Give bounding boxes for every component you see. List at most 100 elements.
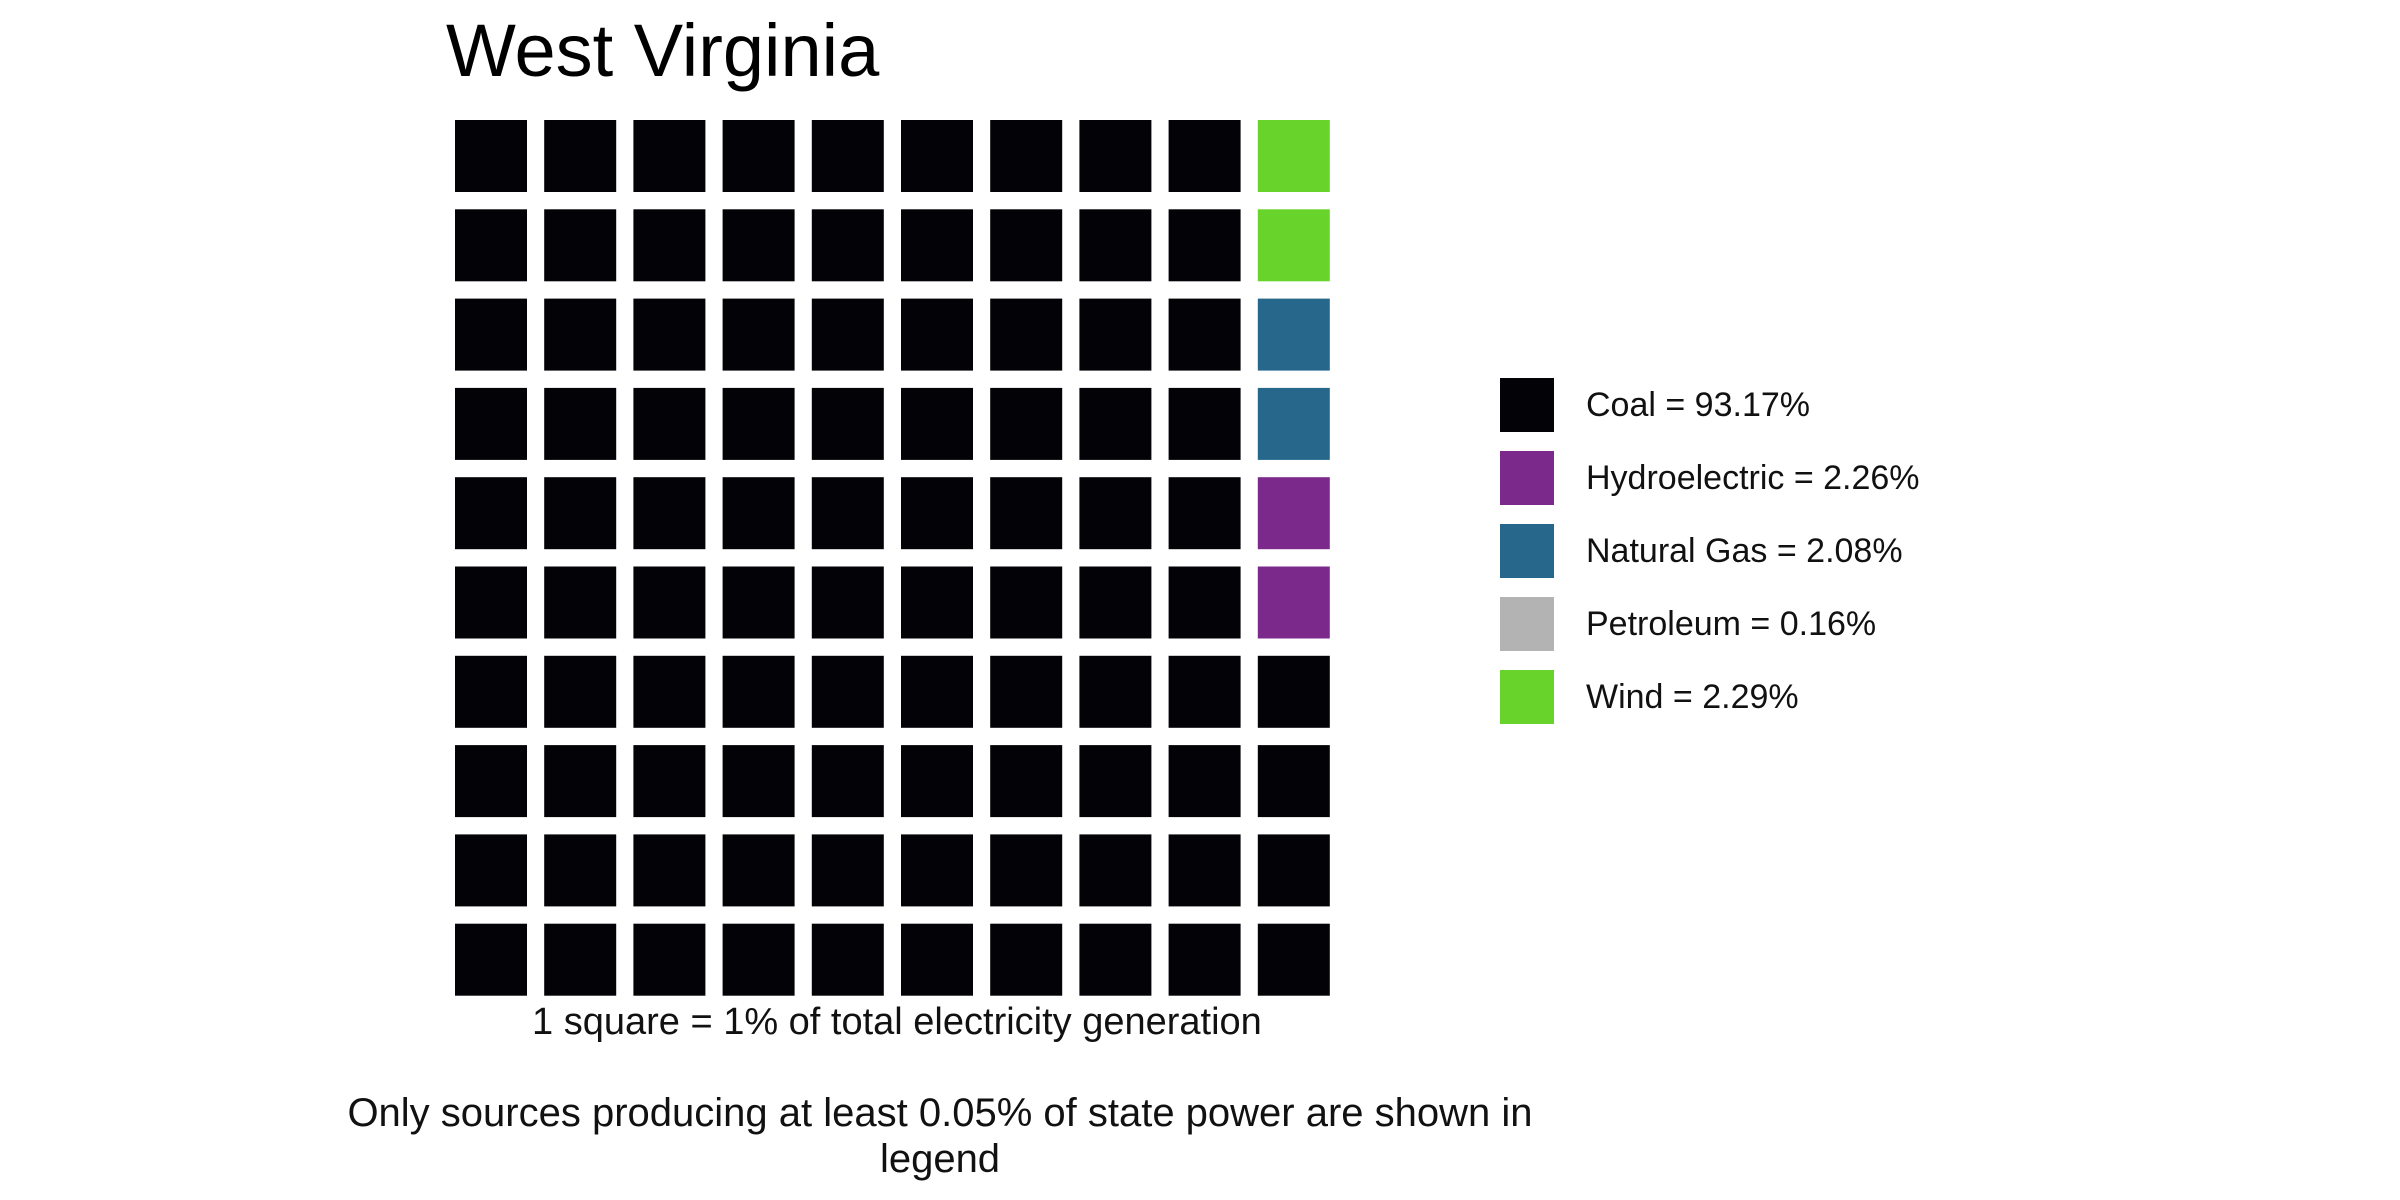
scale-note: 1 square = 1% of total electricity gener… (532, 1001, 1262, 1043)
waffle-square-wind-r2-c10 (1257, 209, 1330, 282)
waffle-square-coal-r7-c10 (1257, 655, 1330, 728)
legend-label-coal: Coal = 93.17% (1586, 385, 1810, 424)
waffle-square-coal-r7-c8 (1079, 655, 1152, 728)
waffle-square-coal-r4-c4 (722, 387, 795, 460)
waffle-square-coal-r6-c3 (633, 566, 706, 639)
waffle-square-coal-r8-c4 (722, 745, 795, 818)
legend: Coal = 93.17% Hydroelectric = 2.26% Natu… (1500, 378, 1920, 743)
waffle-square-coal-r4-c6 (901, 387, 973, 460)
waffle-square-coal-r8-c9 (1168, 745, 1241, 818)
waffle-square-hydroelectric-r5-c10 (1257, 477, 1330, 550)
waffle-square-coal-r9-c7 (990, 834, 1063, 907)
legend-item-hydroelectric: Hydroelectric = 2.26% (1500, 451, 1920, 505)
waffle-square-coal-r7-c4 (722, 655, 795, 728)
waffle-square-coal-r5-c2 (544, 477, 617, 550)
waffle-square-coal-r10-c2 (544, 923, 617, 996)
waffle-square-coal-r5-c1 (455, 477, 527, 550)
waffle-square-coal-r3-c9 (1168, 298, 1241, 371)
waffle-square-wind-r1-c10 (1257, 120, 1330, 192)
waffle-square-coal-r10-c6 (901, 923, 973, 996)
waffle-square-coal-r10-c10 (1257, 923, 1330, 996)
waffle-square-coal-r7-c1 (455, 655, 527, 728)
waffle-square-coal-r3-c3 (633, 298, 706, 371)
waffle-square-coal-r2-c6 (901, 209, 973, 282)
waffle-square-coal-r2-c5 (811, 209, 884, 282)
waffle-square-coal-r9-c2 (544, 834, 617, 907)
waffle-square-coal-r2-c8 (1079, 209, 1152, 282)
waffle-square-coal-r10-c5 (811, 923, 884, 996)
waffle-square-coal-r10-c1 (455, 923, 527, 996)
waffle-square-coal-r9-c8 (1079, 834, 1152, 907)
waffle-square-coal-r3-c5 (811, 298, 884, 371)
waffle-square-coal-r9-c5 (811, 834, 884, 907)
waffle-square-coal-r1-c4 (722, 120, 795, 192)
waffle-square-coal-r4-c5 (811, 387, 884, 460)
waffle-square-coal-r1-c1 (455, 120, 527, 192)
waffle-square-coal-r4-c8 (1079, 387, 1152, 460)
legend-item-wind: Wind = 2.29% (1500, 670, 1920, 724)
waffle-square-coal-r1-c8 (1079, 120, 1152, 192)
waffle-square-coal-r1-c5 (811, 120, 884, 192)
waffle-square-coal-r4-c9 (1168, 387, 1241, 460)
legend-item-coal: Coal = 93.17% (1500, 378, 1920, 432)
waffle-square-coal-r9-c3 (633, 834, 706, 907)
legend-swatch-hydroelectric (1500, 451, 1554, 505)
waffle-square-coal-r7-c2 (544, 655, 617, 728)
waffle-square-coal-r6-c5 (811, 566, 884, 639)
waffle-square-coal-r5-c5 (811, 477, 884, 550)
legend-swatch-wind (1500, 670, 1554, 724)
waffle-square-coal-r5-c6 (901, 477, 973, 550)
waffle-square-coal-r9-c4 (722, 834, 795, 907)
waffle-square-coal-r5-c3 (633, 477, 706, 550)
waffle-square-coal-r9-c6 (901, 834, 973, 907)
waffle-square-coal-r8-c3 (633, 745, 706, 818)
legend-label-petroleum: Petroleum = 0.16% (1586, 604, 1877, 643)
waffle-square-coal-r4-c1 (455, 387, 527, 460)
legend-label-wind: Wind = 2.29% (1586, 677, 1799, 716)
waffle-square-coal-r8-c10 (1257, 745, 1330, 818)
waffle-square-coal-r3-c2 (544, 298, 617, 371)
waffle-square-coal-r8-c2 (544, 745, 617, 818)
waffle-square-coal-r2-c2 (544, 209, 617, 282)
waffle-square-coal-r8-c6 (901, 745, 973, 818)
waffle-square-coal-r7-c9 (1168, 655, 1241, 728)
waffle-square-coal-r3-c6 (901, 298, 973, 371)
waffle-square-coal-r6-c1 (455, 566, 527, 639)
waffle-square-coal-r10-c7 (990, 923, 1063, 996)
waffle-square-coal-r8-c1 (455, 745, 527, 818)
waffle-square-coal-r10-c8 (1079, 923, 1152, 996)
waffle-square-coal-r4-c2 (544, 387, 617, 460)
waffle-square-coal-r8-c7 (990, 745, 1063, 818)
waffle-square-coal-r4-c3 (633, 387, 706, 460)
legend-swatch-coal (1500, 378, 1554, 432)
waffle-square-coal-r2-c1 (455, 209, 527, 282)
waffle-square-coal-r2-c7 (990, 209, 1063, 282)
waffle-square-coal-r8-c8 (1079, 745, 1152, 818)
waffle-square-coal-r5-c9 (1168, 477, 1241, 550)
waffle-square-coal-r1-c6 (901, 120, 973, 192)
waffle-square-coal-r6-c6 (901, 566, 973, 639)
waffle-square-coal-r1-c3 (633, 120, 706, 192)
waffle-square-coal-r8-c5 (811, 745, 884, 818)
waffle-square-coal-r6-c7 (990, 566, 1063, 639)
waffle-square-coal-r10-c4 (722, 923, 795, 996)
waffle-square-natural-gas-r3-c10 (1257, 298, 1330, 371)
waffle-square-coal-r5-c8 (1079, 477, 1152, 550)
waffle-square-hydroelectric-r6-c10 (1257, 566, 1330, 639)
waffle-square-coal-r7-c7 (990, 655, 1063, 728)
legend-label-hydroelectric: Hydroelectric = 2.26% (1586, 458, 1920, 497)
waffle-square-coal-r2-c9 (1168, 209, 1241, 282)
waffle-square-coal-r1-c9 (1168, 120, 1241, 192)
legend-swatch-natural-gas (1500, 524, 1554, 578)
waffle-square-coal-r4-c7 (990, 387, 1063, 460)
waffle-square-natural-gas-r4-c10 (1257, 387, 1330, 460)
waffle-square-coal-r3-c4 (722, 298, 795, 371)
footnote: Only sources producing at least 0.05% of… (347, 1091, 1533, 1181)
waffle-grid (455, 120, 1330, 996)
legend-item-natural-gas: Natural Gas = 2.08% (1500, 524, 1920, 578)
waffle-square-coal-r2-c3 (633, 209, 706, 282)
waffle-square-coal-r7-c5 (811, 655, 884, 728)
waffle-square-coal-r3-c1 (455, 298, 527, 371)
chart-title: West Virginia (446, 9, 880, 92)
waffle-square-coal-r9-c9 (1168, 834, 1241, 907)
